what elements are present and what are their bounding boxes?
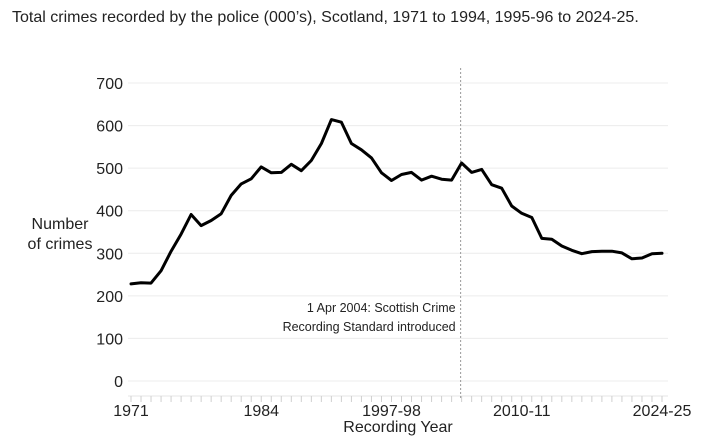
x-tick-label: 1997-98 bbox=[362, 403, 421, 420]
x-tick-label: 2024-25 bbox=[633, 403, 692, 420]
x-tick-label: 1971 bbox=[113, 403, 149, 420]
y-tick-label: 500 bbox=[96, 161, 123, 178]
annotation-text-line2: Recording Standard introduced bbox=[283, 320, 456, 334]
y-tick-label: 600 bbox=[96, 119, 123, 136]
y-tick-label: 400 bbox=[96, 204, 123, 221]
x-axis-label: Recording Year bbox=[343, 419, 453, 436]
y-tick-label: 200 bbox=[96, 289, 123, 306]
x-axis: 1971 1984 1997-98 2010-11 2024-25 bbox=[113, 395, 692, 420]
y-tick-label: 100 bbox=[96, 331, 123, 348]
chart-title: Total crimes recorded by the police (000… bbox=[12, 9, 639, 26]
y-tick-label: 0 bbox=[114, 374, 123, 391]
gridlines bbox=[128, 82, 668, 382]
y-axis-label-line2: of crimes bbox=[28, 236, 93, 253]
series-line-total-crimes bbox=[129, 118, 664, 286]
x-tick-label: 1984 bbox=[243, 403, 279, 420]
y-axis-ticks: 0 100 200 300 400 500 600 700 bbox=[96, 76, 123, 391]
y-tick-label: 300 bbox=[96, 246, 123, 263]
annotation-text-line1: 1 Apr 2004: Scottish Crime bbox=[307, 301, 456, 315]
y-axis-label-line1: Number bbox=[32, 216, 90, 233]
y-tick-label: 700 bbox=[96, 76, 123, 93]
x-tick-label: 2010-11 bbox=[493, 403, 551, 420]
